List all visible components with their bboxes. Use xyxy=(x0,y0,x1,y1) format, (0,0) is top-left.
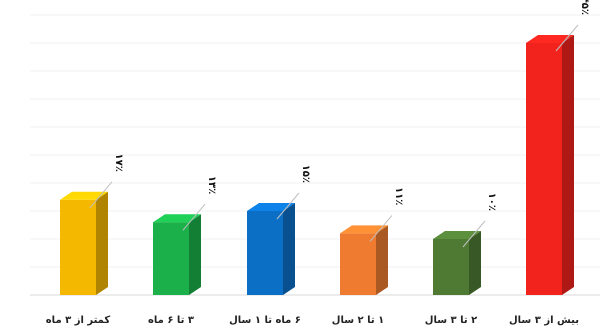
bar-top xyxy=(60,191,108,200)
leader-line xyxy=(89,181,113,209)
bar-top xyxy=(153,214,201,223)
bar-side xyxy=(283,203,295,295)
leader-line xyxy=(369,215,393,242)
leader-line xyxy=(182,203,206,231)
bar-side xyxy=(376,225,388,295)
bar xyxy=(153,214,201,295)
value-labels: ۱۷٪ ۱۳٪ ۱۵٪ ۱۱٪ ۱۰٪ ۴۵٪ xyxy=(89,0,590,248)
bar xyxy=(340,225,388,295)
bar-top xyxy=(433,231,481,239)
bars xyxy=(60,35,574,295)
data-label: ۱۵٪ xyxy=(300,165,311,183)
leader-line xyxy=(462,220,486,248)
bar-side xyxy=(189,214,201,295)
bar xyxy=(247,203,295,295)
category-label: بیش از ۳ سال xyxy=(509,315,579,326)
data-label: ۱۳٪ xyxy=(206,176,217,194)
data-label: ۱۰٪ xyxy=(486,193,497,211)
bar-front xyxy=(247,211,283,295)
category-label: ۲ تا ۳ سال xyxy=(425,315,477,326)
bar-front xyxy=(340,233,376,295)
bar-front xyxy=(60,199,96,295)
bar xyxy=(433,231,481,295)
bar-side xyxy=(562,35,574,295)
gridlines xyxy=(30,14,600,296)
data-label: ۱۱٪ xyxy=(393,187,404,205)
bar-top xyxy=(340,225,388,234)
category-label: ۳ تا ۶ ماه xyxy=(148,315,194,326)
bar-side xyxy=(96,191,108,295)
category-label: ۱ تا ۲ سال xyxy=(332,315,384,326)
bar-top xyxy=(526,35,574,43)
bar-front xyxy=(526,43,562,295)
bar-front xyxy=(433,239,469,295)
bar-side xyxy=(469,231,481,295)
bar xyxy=(60,191,108,295)
bar-front xyxy=(153,222,189,295)
data-label: ۱۷٪ xyxy=(113,153,124,171)
bar-top xyxy=(247,203,295,211)
leader-line xyxy=(276,192,300,220)
bar xyxy=(526,35,574,295)
category-labels: کمتر از ۳ ماه ۳ تا ۶ ماه ۶ ماه تا ۱ سال ۱ ت… xyxy=(46,315,579,326)
category-label: ۶ ماه تا ۱ سال xyxy=(229,315,301,326)
leader-line xyxy=(555,24,579,52)
category-label: کمتر از ۳ ماه xyxy=(46,315,111,326)
data-label: ۴۵٪ xyxy=(579,0,590,15)
